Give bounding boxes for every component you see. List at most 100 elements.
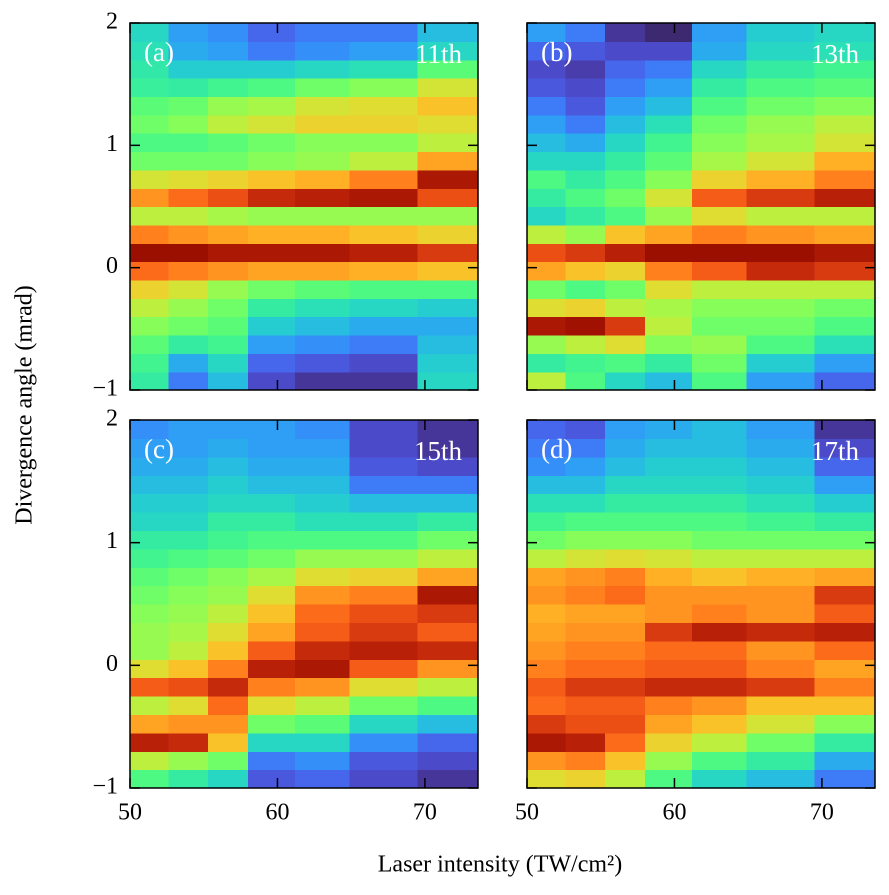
heatmap-cell: [208, 696, 249, 715]
heatmap-cell: [644, 512, 693, 531]
heatmap-cell: [644, 334, 693, 354]
heatmap-cell: [349, 622, 419, 642]
heatmap-cell: [417, 78, 478, 97]
heatmap-cell: [692, 151, 748, 171]
heatmap-cell: [644, 59, 693, 79]
heatmap-cell: [814, 41, 875, 61]
heatmap-cell: [527, 151, 566, 171]
heatmap-cell: [130, 316, 169, 336]
heatmap-cell: [814, 456, 875, 476]
heatmap-cell: [208, 353, 249, 373]
heatmap-cell: [644, 751, 693, 771]
heatmap-cell: [565, 133, 606, 153]
heatmap-cell: [605, 714, 646, 734]
heatmap-cell: [605, 493, 646, 513]
heatmap-cell: [746, 622, 816, 642]
heatmap-cell: [247, 493, 296, 513]
heatmap-cell: [208, 751, 249, 771]
heatmap-cell: [168, 640, 209, 660]
heatmap-cell: [527, 640, 566, 660]
heatmap-cell: [814, 640, 875, 660]
heatmap-cell: [527, 316, 566, 336]
panel-annotation: 13th: [811, 39, 860, 69]
heatmap-cell: [814, 353, 875, 373]
heatmap-cell: [349, 585, 419, 605]
heatmap-cell: [814, 512, 875, 531]
heatmap-cell: [565, 732, 606, 752]
heatmap-cell: [417, 243, 478, 263]
heatmap-cell: [417, 732, 478, 752]
heatmap-cell: [692, 206, 748, 226]
heatmap-cell: [168, 169, 209, 189]
heatmap-cell: [247, 243, 296, 263]
heatmap-cell: [349, 78, 419, 97]
heatmap-cell: [349, 512, 419, 531]
heatmap-cell: [644, 714, 693, 734]
heatmap-cell: [295, 59, 351, 79]
heatmap-cell: [417, 622, 478, 642]
heatmap-cell: [295, 640, 351, 660]
heatmap-cell: [746, 604, 816, 623]
heatmap-cell: [565, 640, 606, 660]
heatmap-cell: [208, 548, 249, 568]
heatmap-cell: [565, 96, 606, 116]
heatmap-cell: [208, 604, 249, 623]
heatmap-cell: [527, 530, 566, 550]
panel-frame: [526, 419, 876, 789]
heatmap-cell: [527, 96, 566, 116]
heatmap-cell: [692, 714, 748, 734]
panel-frame: [526, 22, 876, 391]
heatmap-cell: [644, 548, 693, 568]
heatmap-cell: [168, 604, 209, 623]
heatmap-cell: [746, 261, 816, 281]
heatmap-cell: [746, 585, 816, 605]
heatmap-cell: [417, 659, 478, 679]
heatmap-cell: [247, 188, 296, 208]
heatmap-cell: [746, 206, 816, 226]
heatmap-cell: [168, 714, 209, 734]
heatmap-cell: [814, 151, 875, 171]
heatmap-cell: [746, 316, 816, 336]
heatmap-cell: [746, 298, 816, 318]
heatmap-cell: [168, 677, 209, 697]
heatmap-cell: [644, 279, 693, 299]
heatmap-cell: [247, 659, 296, 679]
heatmap-cell: [814, 677, 875, 697]
heatmap-cell: [746, 353, 816, 373]
heatmap-cell: [208, 334, 249, 354]
heatmap-cell: [349, 475, 419, 495]
heatmap-cell: [565, 78, 606, 97]
heatmap-cell: [565, 316, 606, 336]
heatmap-cell: [168, 622, 209, 642]
heatmap-cell: [814, 548, 875, 568]
heatmap-cell: [295, 151, 351, 171]
heatmap-cell: [208, 151, 249, 171]
heatmap-cell: [605, 567, 646, 587]
heatmap-cell: [417, 769, 478, 788]
heatmap-cell: [168, 732, 209, 752]
heatmap-cell: [417, 751, 478, 771]
heatmap-cell: [605, 371, 646, 390]
heatmap-cell: [692, 114, 748, 134]
heatmap-cell: [746, 151, 816, 171]
heatmap-cell: [814, 567, 875, 587]
heatmap-cell: [605, 769, 646, 788]
heatmap-cell: [417, 548, 478, 568]
heatmap-cell: [247, 677, 296, 697]
heatmap-cell: [247, 151, 296, 171]
heatmap-cell: [746, 659, 816, 679]
heatmap-cell: [130, 23, 169, 42]
heatmap-cell: [130, 677, 169, 697]
heatmap-cell: [605, 114, 646, 134]
heatmap-cell: [208, 188, 249, 208]
heatmap-cell: [565, 769, 606, 788]
heatmap-cell: [247, 438, 296, 458]
heatmap-cell: [605, 279, 646, 299]
heatmap-cell: [295, 438, 351, 458]
heatmap-cell: [208, 23, 249, 42]
heatmap-cell: [692, 622, 748, 642]
heatmap-cell: [814, 714, 875, 734]
heatmap-cell: [349, 224, 419, 244]
heatmap-cell: [527, 604, 566, 623]
heatmap-cell: [746, 769, 816, 788]
